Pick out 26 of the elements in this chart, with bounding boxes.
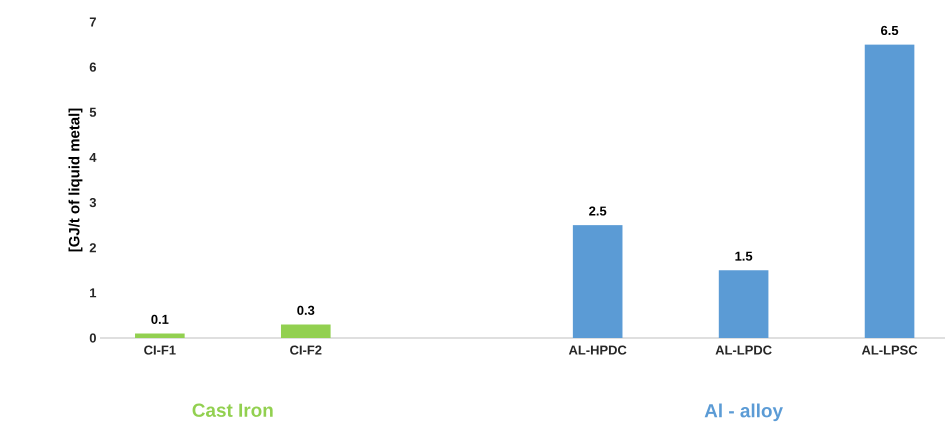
y-tick-label: 5	[90, 108, 96, 117]
text: Cast Iron	[192, 404, 273, 417]
x-tick-label: AL-LPDC	[716, 346, 772, 355]
x-tick-label: AL-HPDC	[568, 346, 626, 355]
y-tick-label: 1	[90, 288, 96, 298]
data-label: 0.1	[151, 314, 168, 324]
y-tick-label: 2	[90, 243, 96, 252]
y-tick-label: 3	[90, 198, 96, 208]
data-label: 0.3	[297, 306, 314, 315]
data-label: 2.5	[589, 206, 606, 216]
x-tick-label: CI-F2	[290, 346, 322, 355]
x-tick-label: AL-LPSC	[862, 346, 918, 355]
y-tick-label: 7	[90, 18, 96, 26]
y-axis-title: [GJ/t of liquid metal]	[68, 108, 82, 252]
bar	[864, 44, 914, 338]
bar	[135, 333, 185, 338]
x-tick-label: CI-F1	[144, 346, 176, 355]
y-tick-label: 4	[89, 152, 96, 162]
data-label: 1.5	[735, 252, 752, 261]
bar	[280, 324, 331, 338]
bar	[718, 270, 768, 338]
text: Al - alloy	[704, 404, 783, 422]
bar	[572, 225, 622, 338]
y-tick-label: 6	[90, 62, 96, 72]
y-tick-label: 0	[90, 333, 96, 343]
data-label: 6.5	[881, 26, 898, 36]
